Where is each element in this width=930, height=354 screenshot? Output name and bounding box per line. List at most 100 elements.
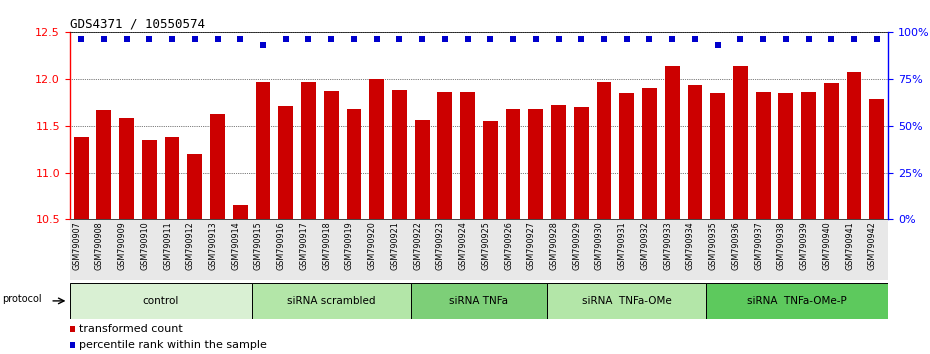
Bar [642,88,657,219]
Bar [843,219,866,280]
Bar [501,219,525,280]
Bar [229,219,252,280]
Bar [206,219,229,280]
Bar [70,283,252,319]
Bar [574,107,589,219]
Bar [506,109,521,219]
Bar [778,93,793,219]
Bar [161,219,183,280]
Bar [866,219,888,280]
Text: GSM790916: GSM790916 [277,221,286,270]
Bar [274,219,297,280]
Text: GSM790917: GSM790917 [299,221,309,270]
Bar [457,219,479,280]
Bar [97,110,112,219]
Text: GSM790915: GSM790915 [254,221,263,270]
Text: GSM790919: GSM790919 [345,221,354,270]
Text: GSM790912: GSM790912 [186,221,194,270]
Bar [616,219,638,280]
Text: GSM790940: GSM790940 [822,221,831,270]
Text: protocol: protocol [2,294,42,304]
Bar [756,92,770,219]
Text: GSM790908: GSM790908 [95,221,104,270]
Bar [801,92,816,219]
Bar [187,154,202,219]
Bar [797,219,820,280]
Text: GSM790921: GSM790921 [391,221,399,270]
Text: GSM790918: GSM790918 [322,221,331,270]
Text: GSM790928: GSM790928 [550,221,559,270]
Text: GSM790914: GSM790914 [232,221,240,270]
Text: GSM790942: GSM790942 [868,221,877,270]
Bar [820,219,843,280]
Text: GSM790932: GSM790932 [641,221,649,270]
Bar [92,219,115,280]
Text: GSM790929: GSM790929 [572,221,581,270]
Bar [525,219,547,280]
Bar [232,205,247,219]
Text: GSM790935: GSM790935 [709,221,718,270]
Text: siRNA  TNFa-OMe: siRNA TNFa-OMe [582,296,671,306]
Text: GSM790911: GSM790911 [163,221,172,270]
Bar [751,219,775,280]
Bar [320,219,342,280]
Bar [665,65,680,219]
Bar [775,219,797,280]
Text: percentile rank within the sample: percentile rank within the sample [79,340,267,350]
Text: GSM790934: GSM790934 [686,221,695,270]
Text: GSM790930: GSM790930 [595,221,604,270]
Text: GSM790925: GSM790925 [482,221,490,270]
Text: siRNA TNFa: siRNA TNFa [449,296,509,306]
Bar [365,219,388,280]
Bar [687,85,702,219]
Bar [324,91,339,219]
Text: GSM790913: GSM790913 [208,221,218,270]
Bar [870,99,884,219]
Bar [369,79,384,219]
Bar [547,283,706,319]
Text: GSM790910: GSM790910 [140,221,150,270]
Text: control: control [142,296,179,306]
Bar [142,140,156,219]
Text: GDS4371 / 10550574: GDS4371 / 10550574 [70,18,205,31]
Text: GSM790907: GSM790907 [73,221,81,270]
Bar [165,137,179,219]
Text: GSM790941: GSM790941 [845,221,854,270]
Text: siRNA  TNFa-OMe-P: siRNA TNFa-OMe-P [748,296,847,306]
Bar [73,137,88,219]
Text: GSM790939: GSM790939 [800,221,808,270]
Bar [388,219,411,280]
Bar [252,219,274,280]
Text: GSM790909: GSM790909 [117,221,126,270]
Bar [411,219,433,280]
Bar [256,81,271,219]
Bar [592,219,616,280]
Bar [342,219,365,280]
Text: GSM790927: GSM790927 [526,221,536,270]
Text: GSM790933: GSM790933 [663,221,672,270]
Bar [460,92,475,219]
Bar [119,118,134,219]
Bar [706,283,888,319]
Bar [638,219,661,280]
Bar [347,109,361,219]
Bar [846,72,861,219]
Bar [138,219,161,280]
Bar [392,90,406,219]
Text: GSM790937: GSM790937 [754,221,764,270]
Bar [570,219,592,280]
Text: GSM790920: GSM790920 [367,221,377,270]
Bar [301,81,316,219]
Bar [278,106,293,219]
Bar [183,219,206,280]
Bar [711,93,725,219]
Text: GSM790931: GSM790931 [618,221,627,270]
Text: transformed count: transformed count [79,324,182,334]
Bar [596,81,611,219]
Bar [528,109,543,219]
Bar [433,219,457,280]
Bar [619,93,634,219]
Text: GSM790936: GSM790936 [731,221,740,270]
Text: GSM790922: GSM790922 [413,221,422,270]
Text: GSM790923: GSM790923 [436,221,445,270]
